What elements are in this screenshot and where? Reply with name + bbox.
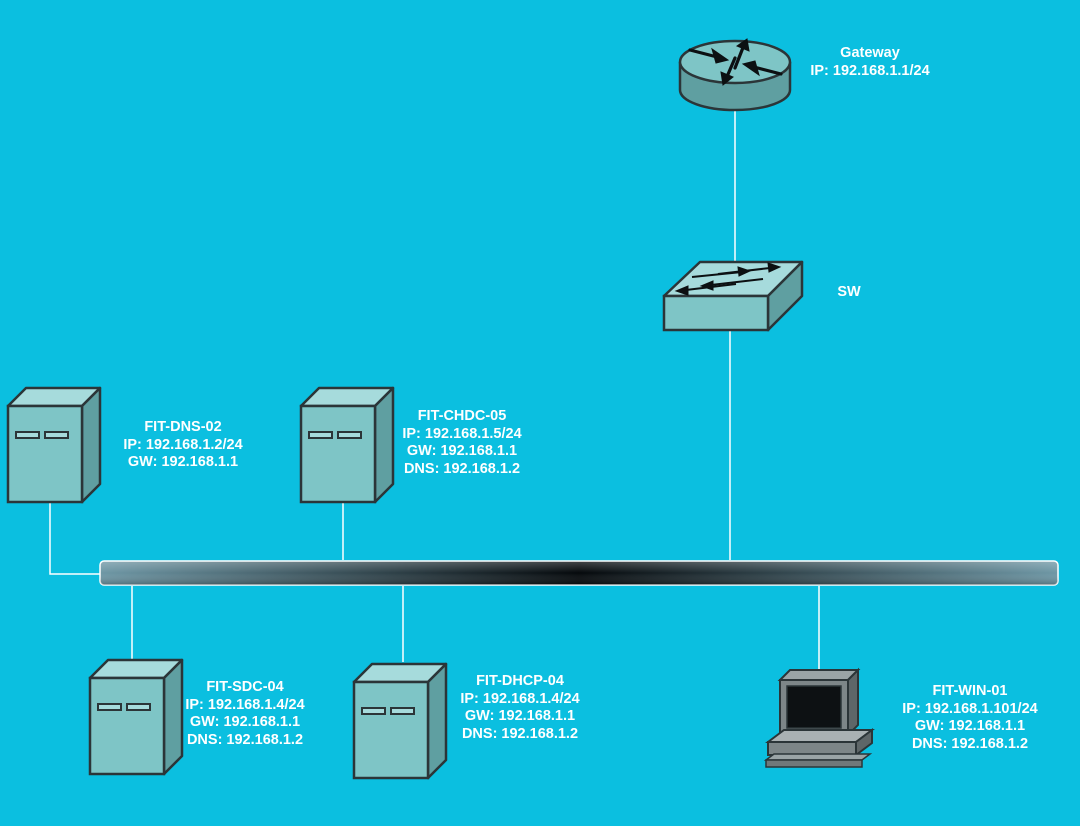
switch-name: SW — [837, 284, 861, 300]
server-icon-sdc[interactable] — [88, 658, 184, 776]
dns-server-ip: IP: 192.168.1.2/24 — [123, 436, 243, 453]
network-links — [49, 110, 820, 672]
chdc-server-ip: IP: 192.168.1.5/24 — [402, 425, 522, 442]
gateway-name: Gateway — [840, 45, 900, 61]
win-workstation-ip: IP: 192.168.1.101/24 — [902, 700, 1038, 717]
dhcp-server-name: FIT-DHCP-04 — [476, 673, 564, 689]
chdc-server-label: FIT-CHDC-05 IP: 192.168.1.5/24 GW: 192.1… — [387, 408, 537, 478]
chdc-server-name: FIT-CHDC-05 — [417, 408, 507, 424]
dhcp-server-ip: IP: 192.168.1.4/24 — [460, 690, 580, 707]
chdc-server-gw: GW: 192.168.1.1 — [406, 443, 518, 459]
dns-server-name: FIT-DNS-02 — [144, 419, 222, 435]
server-icon-dns[interactable] — [6, 386, 102, 504]
router-icon[interactable] — [678, 38, 792, 112]
sdc-server-name: FIT-SDC-04 — [206, 679, 284, 695]
chdc-server-dns: DNS: 192.168.1.2 — [403, 460, 521, 477]
server-icon-dhcp[interactable] — [352, 662, 448, 780]
win-workstation-label: FIT-WIN-01 IP: 192.168.1.101/24 GW: 192.… — [885, 683, 1055, 753]
dhcp-server-gw: GW: 192.168.1.1 — [464, 708, 576, 724]
server-icon-chdc[interactable] — [299, 386, 395, 504]
switch-label: SW — [826, 284, 872, 302]
sdc-server-dns: DNS: 192.168.1.2 — [186, 731, 304, 748]
sdc-server-ip: IP: 192.168.1.4/24 — [185, 696, 305, 713]
sdc-server-label: FIT-SDC-04 IP: 192.168.1.4/24 GW: 192.16… — [170, 679, 320, 749]
dhcp-server-dns: DNS: 192.168.1.2 — [461, 725, 579, 742]
sdc-server-gw: GW: 192.168.1.1 — [189, 714, 301, 730]
gateway-label: Gateway IP: 192.168.1.1/24 — [800, 45, 940, 80]
win-workstation-name: FIT-WIN-01 — [932, 683, 1008, 699]
dns-server-gw: GW: 192.168.1.1 — [127, 454, 239, 470]
win-workstation-gw: GW: 192.168.1.1 — [914, 718, 1026, 734]
gateway-ip: IP: 192.168.1.1/24 — [810, 62, 930, 79]
switch-icon[interactable] — [662, 260, 804, 332]
win-workstation-dns: DNS: 192.168.1.2 — [911, 735, 1029, 752]
dhcp-server-label: FIT-DHCP-04 IP: 192.168.1.4/24 GW: 192.1… — [445, 673, 595, 743]
link-dns-bus — [49, 502, 100, 575]
workstation-icon[interactable] — [763, 667, 875, 768]
network-bus — [99, 560, 1059, 586]
dns-server-label: FIT-DNS-02 IP: 192.168.1.2/24 GW: 192.16… — [108, 419, 258, 472]
